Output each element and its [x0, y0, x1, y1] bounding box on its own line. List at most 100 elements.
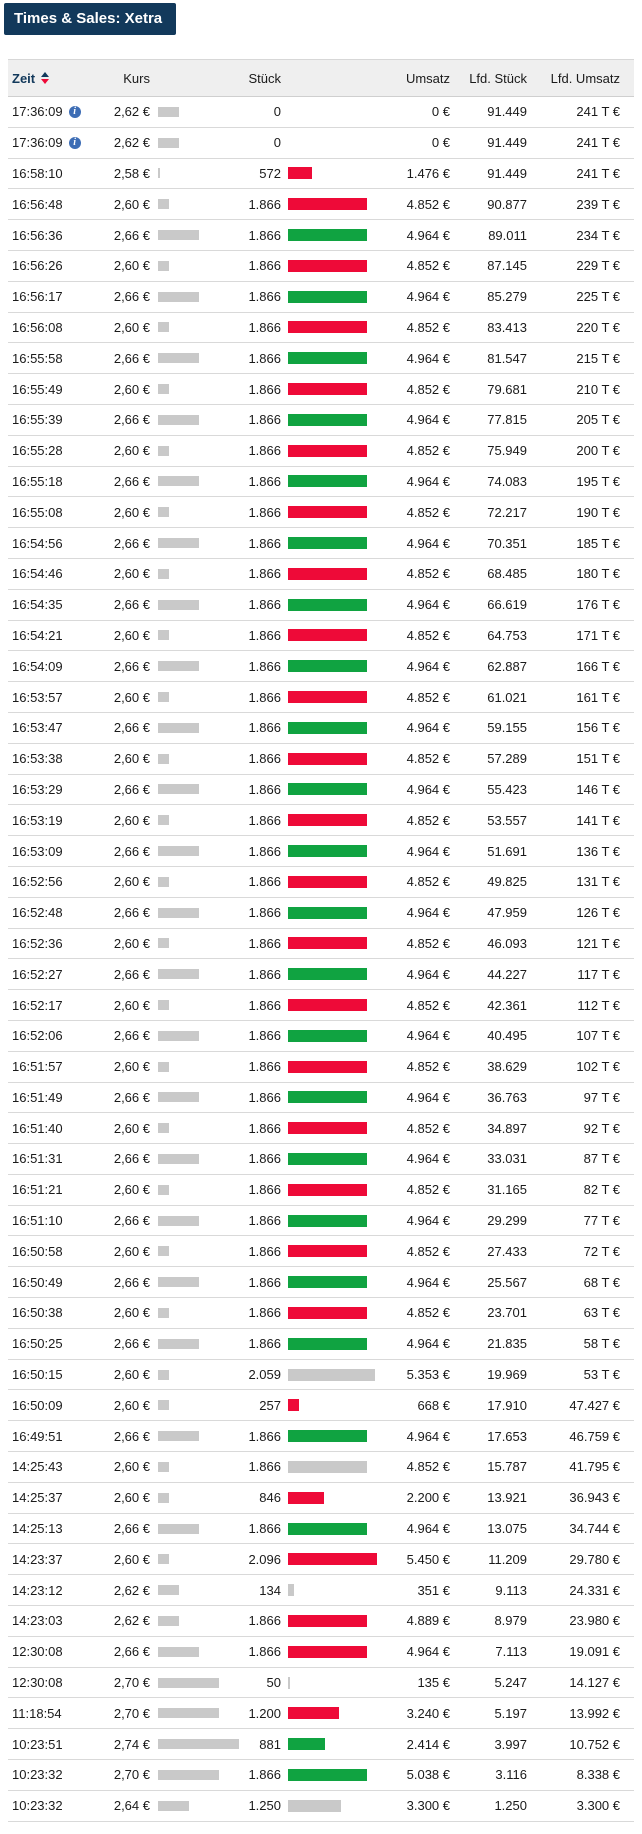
trade-time: 14:23:37: [12, 1551, 63, 1567]
table-row: 14:25:37 2,60 € 846 2.200 € 13.921 36.943 €: [8, 1483, 634, 1514]
cell-lfd-stueck: 55.423: [487, 781, 527, 797]
cell-lfd-umsatz: 126 T €: [576, 905, 620, 921]
volume-bar-down: [288, 444, 367, 457]
table-row: 16:51:21 2,60 € 1.866 4.852 € 31.165 82 T €: [8, 1175, 634, 1206]
volume-bar-down: [288, 1553, 377, 1566]
cell-stueck: 1.866: [248, 1644, 281, 1660]
cell-stueck-bar: [281, 1553, 377, 1566]
cell-umsatz: 4.852 €: [406, 1120, 450, 1136]
table-row: 16:56:08 2,60 € 1.866 4.852 € 83.413 220 T €: [8, 313, 634, 344]
cell-stueck: 1.866: [248, 1305, 281, 1321]
cell-kurs-bar: [150, 1461, 230, 1472]
cell-kurs: 2,66 €: [113, 905, 150, 921]
cell-stueck: 1.866: [248, 1767, 281, 1783]
trade-time: 16:52:56: [12, 874, 63, 890]
cell-umsatz: 0 €: [431, 104, 450, 120]
cell-lfd-stueck: 89.011: [488, 227, 527, 243]
price-level-bar: [158, 1030, 199, 1041]
cell-stueck-bar: [281, 1183, 376, 1196]
cell-zeit: 16:50:58: [8, 1244, 95, 1259]
price-level-bar: [158, 230, 199, 241]
cell-lfd-umsatz: 161 T €: [576, 689, 620, 705]
info-icon[interactable]: i: [68, 105, 81, 118]
volume-bar-down: [288, 198, 367, 211]
trade-time: 16:49:51: [12, 1428, 63, 1444]
cell-umsatz: 4.964 €: [406, 1644, 450, 1660]
price-level-bar: [158, 1615, 179, 1626]
cell-lfd-stueck: 33.031: [487, 1151, 527, 1167]
volume-bar-neutral: [288, 1368, 375, 1381]
cell-stueck-bar: [281, 814, 376, 827]
trade-time: 16:51:10: [12, 1213, 63, 1229]
price-level-bar: [158, 599, 199, 610]
cell-stueck-bar: [281, 1768, 376, 1781]
price-level-bar: [158, 538, 199, 549]
cell-zeit: 16:53:57: [8, 690, 95, 705]
cell-stueck: 1.866: [248, 319, 281, 335]
volume-bar-down: [288, 752, 367, 765]
column-header-stueck: Stück: [248, 70, 281, 86]
cell-kurs-bar: [150, 1215, 230, 1226]
price-level-bar: [158, 1800, 189, 1811]
cell-kurs-bar: [150, 1246, 230, 1257]
trade-time: 16:51:40: [12, 1120, 63, 1136]
cell-kurs-bar: [150, 1000, 230, 1010]
cell-zeit: 16:54:56: [8, 536, 95, 551]
info-icon[interactable]: i: [68, 136, 81, 149]
cell-lfd-umsatz: 77 T €: [583, 1213, 620, 1229]
sort-icon[interactable]: [41, 72, 50, 84]
cell-stueck: 1.866: [248, 1120, 281, 1136]
cell-lfd-umsatz: 107 T €: [576, 1028, 620, 1044]
cell-stueck-bar: [281, 1399, 376, 1412]
cell-stueck-bar: [281, 999, 376, 1011]
price-level-bar: [158, 1523, 199, 1534]
cell-stueck: 1.866: [248, 905, 281, 921]
table-row: 16:53:29 2,66 € 1.866 4.964 € 55.423 146 T €: [8, 775, 634, 806]
cell-kurs: 2,66 €: [113, 227, 150, 243]
trade-time: 12:30:08: [12, 1644, 63, 1660]
cell-kurs-bar: [150, 1769, 230, 1780]
cell-stueck: 1.866: [248, 227, 281, 243]
cell-kurs: 2,66 €: [113, 350, 150, 366]
cell-stueck: 1.866: [248, 997, 281, 1013]
cell-zeit: 16:56:08: [8, 320, 95, 335]
table-row: 16:50:38 2,60 € 1.866 4.852 € 23.701 63 T €: [8, 1298, 634, 1329]
cell-zeit: 16:53:29: [8, 782, 95, 797]
cell-lfd-stueck: 66.619: [487, 597, 527, 613]
cell-kurs: 2,60 €: [113, 1397, 150, 1413]
cell-kurs: 2,66 €: [113, 1336, 150, 1352]
trade-time: 16:52:27: [12, 966, 63, 982]
table-row: 16:54:56 2,66 € 1.866 4.964 € 70.351 185 T €: [8, 528, 634, 559]
cell-kurs: 2,60 €: [113, 1059, 150, 1075]
table-row: 16:53:19 2,60 € 1.866 4.852 € 53.557 141 T €: [8, 805, 634, 837]
table-body: 17:36:09 i 2,62 €0 0 €91.449 241 T €17:36:09…: [8, 97, 634, 1822]
cell-kurs: 2,66 €: [113, 1521, 150, 1537]
cell-stueck: 1.866: [248, 689, 281, 705]
cell-zeit: 16:50:38: [8, 1305, 95, 1320]
cell-umsatz: 4.852 €: [406, 443, 450, 459]
price-level-bar: [158, 1369, 169, 1380]
cell-stueck: 1.866: [248, 1182, 281, 1198]
cell-zeit: 16:55:28: [8, 443, 95, 458]
cell-zeit: 14:23:12: [8, 1583, 95, 1598]
cell-kurs-bar: [150, 1030, 230, 1041]
cell-zeit: 16:53:19: [8, 813, 95, 828]
volume-bar-up: [288, 1768, 367, 1781]
cell-lfd-umsatz: 72 T €: [583, 1243, 620, 1259]
cell-stueck-bar: [281, 845, 376, 858]
cell-stueck: 1.866: [248, 473, 281, 489]
cell-kurs-bar: [150, 199, 230, 210]
price-level-bar: [158, 568, 169, 579]
price-level-bar: [158, 507, 169, 518]
trade-time: 16:50:15: [12, 1367, 63, 1383]
cell-kurs-bar: [150, 168, 230, 179]
cell-lfd-umsatz: 47.427 €: [569, 1397, 620, 1413]
cell-kurs: 2,66 €: [113, 843, 150, 859]
cell-kurs-bar: [150, 1369, 230, 1380]
cell-lfd-umsatz: 14.127 €: [569, 1675, 620, 1691]
trade-time: 16:50:49: [12, 1274, 63, 1290]
column-header-zeit[interactable]: Zeit: [8, 71, 95, 86]
cell-stueck: 1.866: [248, 1243, 281, 1259]
cell-kurs: 2,60 €: [113, 1490, 150, 1506]
